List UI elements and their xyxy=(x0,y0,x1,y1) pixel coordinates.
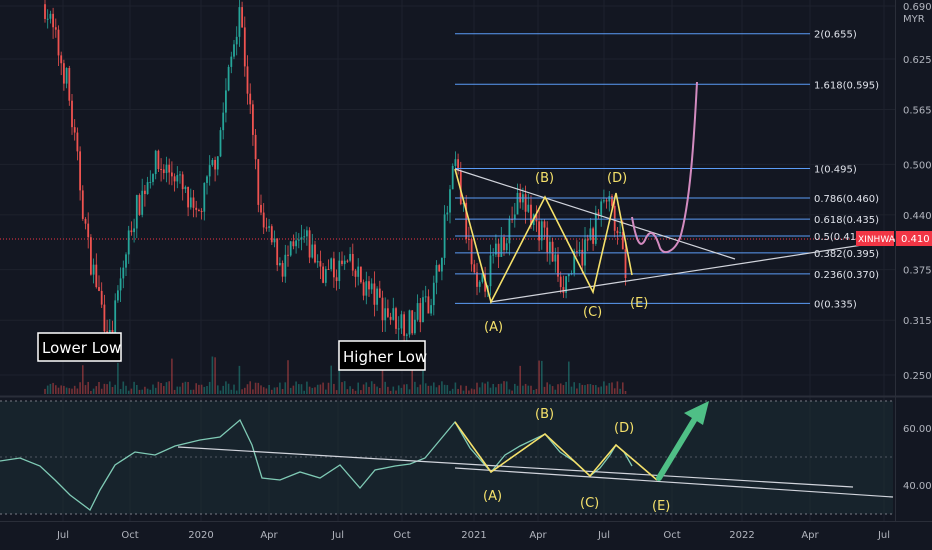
indicator-trendline-upper[interactable] xyxy=(177,446,854,488)
time-tick-label: Oct xyxy=(393,530,410,541)
fib-level-label: 1(0.495) xyxy=(814,165,857,176)
indicator-wave-abcde[interactable] xyxy=(454,421,658,481)
fib-retracement[interactable]: 0(0.335) 0.236(0.370) 0.382(0.395) 0.5(0.41… xyxy=(455,30,879,311)
projection-curve[interactable] xyxy=(631,81,698,254)
candlesticks xyxy=(44,0,627,354)
indicator-arrow-shaft[interactable] xyxy=(656,414,699,481)
time-tick-label: Oct xyxy=(663,530,680,541)
fib-level-label: 0(0.335) xyxy=(814,299,857,310)
annotation-lower-low[interactable]: Lower Low xyxy=(37,332,122,362)
time-tick-label: 2021 xyxy=(461,530,486,541)
price-pane[interactable]: 0(0.335) 0.236(0.370) 0.382(0.395) 0.5(0.41… xyxy=(0,0,896,394)
price-tick-label: 0.315 xyxy=(903,316,932,327)
price-tick-label: 0.375 xyxy=(903,266,932,277)
fib-level-label: 0.618(0.435) xyxy=(814,215,879,226)
time-tick-label: Jul xyxy=(877,530,890,541)
wave-label-D: (D) xyxy=(607,171,627,186)
svg-text:(D): (D) xyxy=(607,171,627,186)
indicator-wave-label-B: (B) xyxy=(535,407,554,422)
price-axis[interactable]: 0.690 0.625 0.565 0.500 0.440 0.375 0.315 0.250… xyxy=(856,0,932,521)
svg-text:0.410: 0.410 xyxy=(901,234,930,245)
price-axis-ticks: 0.690 0.625 0.565 0.500 0.440 0.375 0.315 0.250 xyxy=(903,2,932,382)
fib-level-label: 2(0.655) xyxy=(814,30,857,41)
volume-bars xyxy=(44,356,627,394)
fib-level-label: 1.618(0.595) xyxy=(814,80,879,91)
time-axis-ticks: Jul Oct 2020 Apr Jul Oct 2021 Apr Jul Oct 2022 Apr J… xyxy=(56,530,890,541)
wave-label-A: (A) xyxy=(484,320,503,335)
indicator-pane[interactable]: (A) (B) (C) (D) (E) xyxy=(0,400,894,515)
time-tick-label: Apr xyxy=(801,530,819,541)
upper-trendline[interactable] xyxy=(454,168,736,260)
svg-text:Higher Low: Higher Low xyxy=(343,348,427,366)
time-tick-label: Jul xyxy=(331,530,344,541)
symbol-price-badge: XINHWA 0.410 xyxy=(856,231,932,246)
indicator-wave-label-E: (E) xyxy=(652,499,670,514)
time-tick-label: 2022 xyxy=(729,530,754,541)
price-tick-label: 0.250 xyxy=(903,371,932,382)
indicator-wave-label-D: (D) xyxy=(614,421,634,436)
indicator-wave-label-A: (A) xyxy=(483,489,502,504)
svg-text:(E): (E) xyxy=(630,296,648,311)
annotation-higher-low[interactable]: Higher Low xyxy=(338,340,427,371)
horizontal-gridlines xyxy=(0,5,895,376)
time-tick-label: Apr xyxy=(529,530,547,541)
fib-level-label: 0.236(0.370) xyxy=(814,270,879,281)
time-tick-label: Oct xyxy=(121,530,138,541)
time-tick-label: Apr xyxy=(260,530,278,541)
svg-text:(C): (C) xyxy=(583,305,602,320)
indicator-line xyxy=(0,418,633,511)
elliott-wave-abcde[interactable] xyxy=(454,168,633,305)
wave-label-B: (B) xyxy=(535,171,554,186)
lower-trendline[interactable] xyxy=(489,239,896,303)
wave-label-E: (E) xyxy=(630,296,648,311)
svg-text:(B): (B) xyxy=(535,171,554,186)
price-tick-label: 0.500 xyxy=(903,160,932,171)
price-tick-label: 0.690 xyxy=(903,2,932,13)
price-tick-label: 0.625 xyxy=(903,55,932,66)
indicator-arrow-head[interactable] xyxy=(684,401,709,425)
price-tick-label: 0.565 xyxy=(903,106,932,117)
price-tick-label: 0.440 xyxy=(903,211,932,222)
time-tick-label: Jul xyxy=(56,530,69,541)
svg-text:Lower Low: Lower Low xyxy=(42,339,121,357)
fib-level-label: 0.382(0.395) xyxy=(814,249,879,260)
time-tick-label: Jul xyxy=(597,530,610,541)
indicator-tick-label: 40.00 xyxy=(903,481,932,492)
fib-level-label: 0.5(0.415) xyxy=(814,232,866,243)
indicator-axis-ticks: 60.00 40.00 xyxy=(903,424,932,492)
fib-level-label: 0.786(0.460) xyxy=(814,194,879,205)
indicator-trendline-lower[interactable] xyxy=(454,467,894,498)
indicator-wave-label-C: (C) xyxy=(580,496,599,511)
wave-label-C: (C) xyxy=(583,305,602,320)
currency-label: MYR xyxy=(903,14,925,25)
svg-text:(A): (A) xyxy=(484,320,503,335)
time-axis[interactable]: Jul Oct 2020 Apr Jul Oct 2021 Apr Jul Oct 2022 Apr J… xyxy=(0,521,932,542)
time-tick-label: 2020 xyxy=(188,530,213,541)
svg-text:XINHWA: XINHWA xyxy=(858,235,896,245)
indicator-tick-label: 60.00 xyxy=(903,424,932,435)
